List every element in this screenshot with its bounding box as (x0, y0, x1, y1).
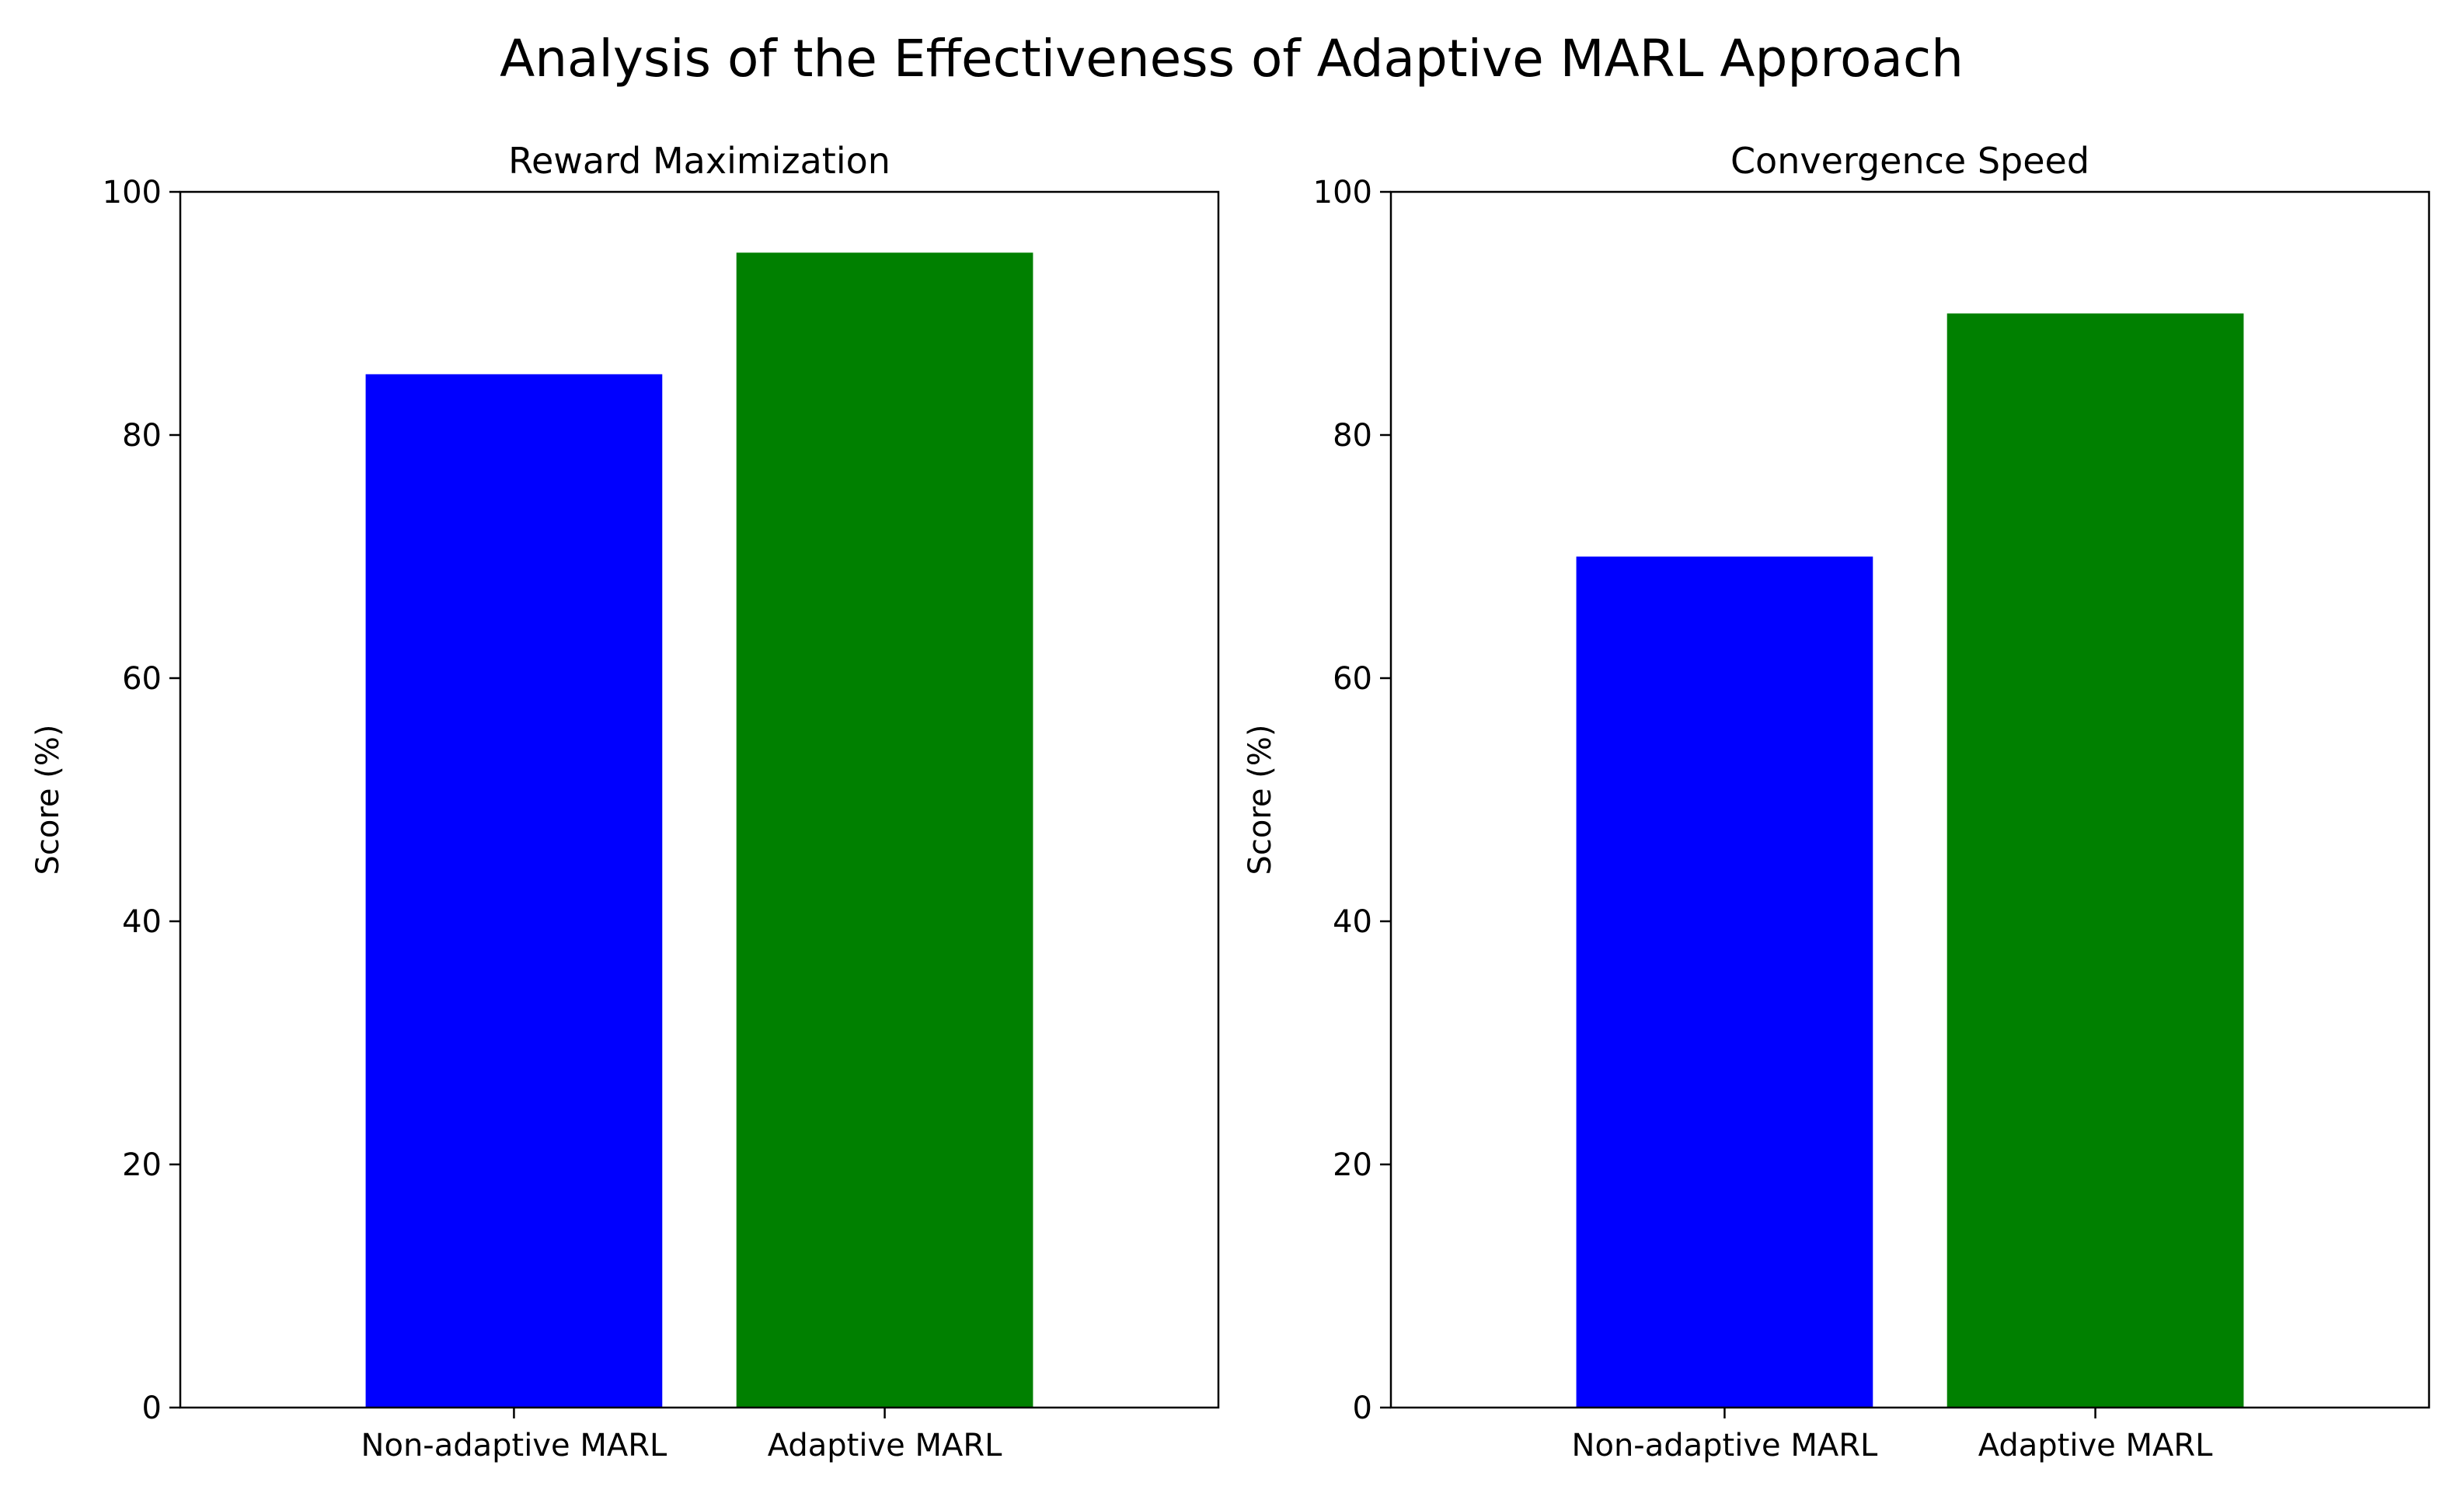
x-tick-label: Adaptive MARL (1978, 1428, 2213, 1463)
y-tick-label: 0 (142, 1390, 162, 1426)
y-tick-label: 60 (122, 661, 162, 697)
y-tick-label: 20 (122, 1147, 162, 1183)
x-tick-label: Non-adaptive MARL (1572, 1428, 1878, 1463)
bar-2 (736, 252, 1033, 1408)
bar-1 (365, 374, 663, 1408)
subplot-title: Reward Maximization (508, 140, 890, 182)
subplot-title: Convergence Speed (1730, 140, 2089, 182)
axes-frame (1389, 190, 2431, 1409)
figure-title: Analysis of the Effectiveness of Adaptiv… (500, 29, 1964, 89)
y-axis-label: Score (%) (30, 725, 66, 875)
subplot-2: Convergence Speed 0 20 40 60 80 100 Non-adaptiv… (1242, 140, 2431, 1463)
x-tick-label: Adaptive MARL (768, 1428, 1002, 1463)
y-tick-label: 80 (122, 418, 162, 454)
y-tick-label: 40 (1333, 904, 1372, 940)
y-tick-label: 40 (122, 904, 162, 940)
y-tick-label: 100 (103, 175, 162, 211)
axes-frame (179, 190, 1220, 1409)
y-tick-label: 0 (1353, 1390, 1372, 1426)
y-axis-label: Score (%) (1242, 725, 1278, 875)
y-tick-label: 100 (1313, 175, 1372, 211)
y-tick-label: 80 (1333, 418, 1372, 454)
bar-1 (1576, 556, 1873, 1408)
x-tick-label: Non-adaptive MARL (361, 1428, 667, 1463)
bar-2 (1946, 313, 2244, 1408)
y-tick-label: 20 (1333, 1147, 1372, 1183)
subplot-1: Reward Maximization 0 20 40 60 80 100 Non-adapt… (30, 140, 1220, 1463)
y-tick-label: 60 (1333, 661, 1372, 697)
